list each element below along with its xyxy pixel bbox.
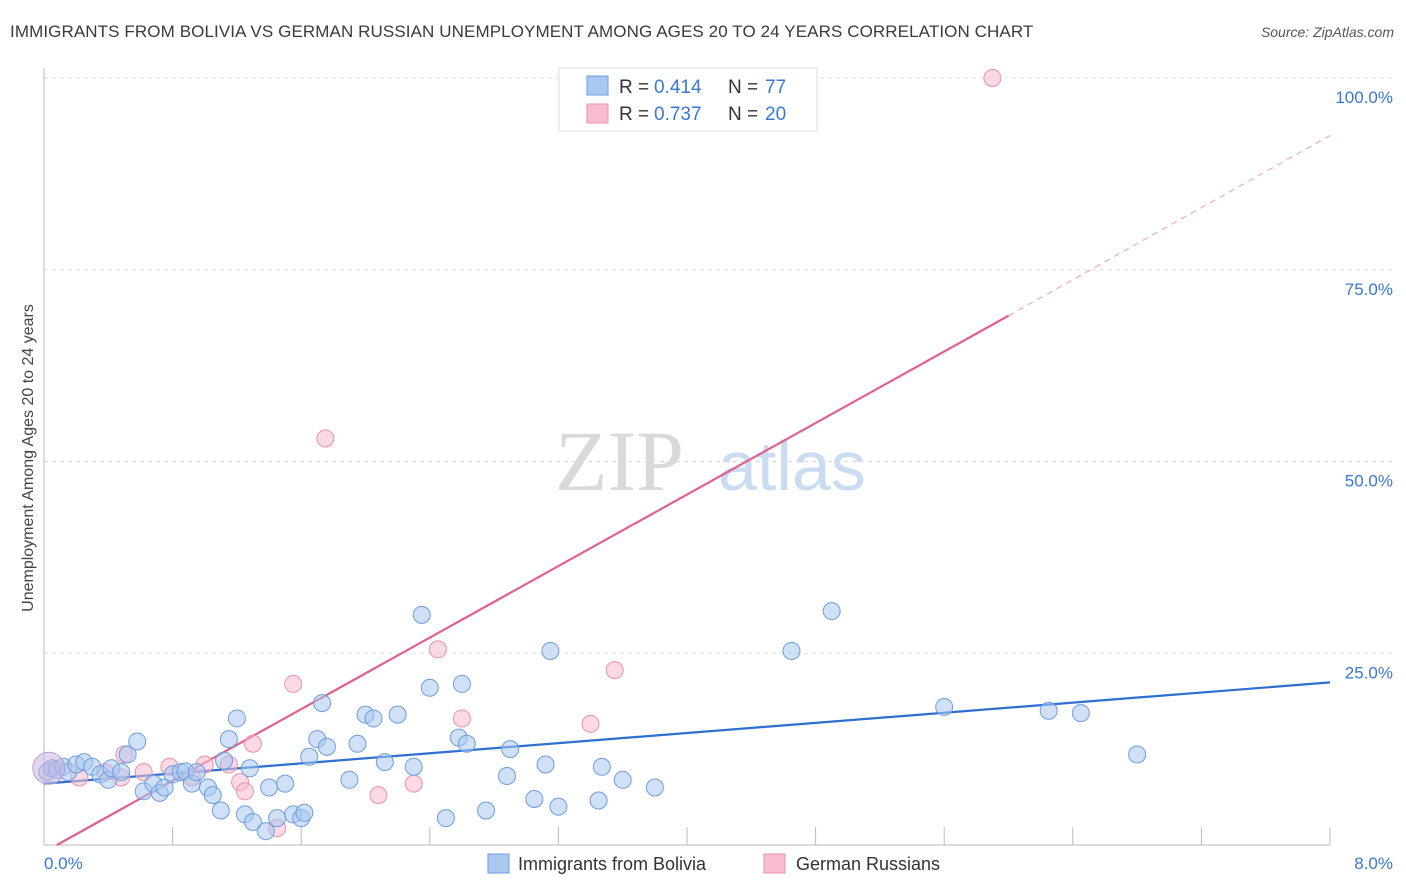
bottom-legend-label: Immigrants from Bolivia bbox=[518, 854, 707, 874]
bolivia-point bbox=[268, 809, 287, 828]
bolivia-point bbox=[227, 709, 246, 728]
legend-pink-swatch bbox=[586, 103, 609, 124]
bolivia-point bbox=[592, 757, 611, 776]
bolivia-point bbox=[477, 801, 496, 820]
bolivia-point bbox=[211, 801, 230, 820]
bolivia-point bbox=[128, 732, 147, 751]
bolivia-point bbox=[549, 797, 568, 816]
german-russian-point bbox=[452, 709, 471, 728]
y-tick-label: 75.0% bbox=[1345, 280, 1393, 299]
german-russian-point bbox=[983, 69, 1002, 87]
bolivia-point bbox=[215, 751, 234, 770]
bottom-legend-pink-swatch bbox=[763, 853, 786, 874]
legend-n-label: N = bbox=[728, 104, 758, 125]
legend-r-value: 0.737 bbox=[654, 104, 702, 125]
german-russian-point bbox=[428, 640, 447, 659]
legend-n-value: 20 bbox=[765, 104, 786, 125]
german-russian-point bbox=[316, 429, 335, 448]
bolivia-point bbox=[340, 770, 359, 789]
bolivia-point bbox=[155, 778, 174, 797]
legend-n-value: 77 bbox=[765, 77, 786, 98]
german-russian-point bbox=[235, 782, 254, 801]
overlap-cluster-point bbox=[32, 751, 66, 785]
chart-title: IMMIGRANTS FROM BOLIVIA VS GERMAN RUSSIA… bbox=[10, 22, 1034, 41]
bolivia-point bbox=[317, 737, 336, 756]
bolivia-point bbox=[452, 674, 471, 693]
bolivia-point bbox=[525, 789, 544, 808]
bolivia-point bbox=[187, 763, 206, 782]
bolivia-point bbox=[375, 753, 394, 772]
x-tick-label-max: 8.0% bbox=[1354, 854, 1393, 873]
legend-box: R = 0.414 N = 77 R = 0.737 N = 20 bbox=[558, 67, 818, 132]
bolivia-point bbox=[203, 786, 222, 805]
y-tick-label: 100.0% bbox=[1335, 88, 1393, 107]
data-points bbox=[32, 69, 1147, 841]
legend-r-label: R = bbox=[619, 104, 649, 125]
german-russian-point bbox=[369, 786, 388, 805]
bolivia-point bbox=[436, 809, 455, 828]
bolivia-point bbox=[497, 766, 516, 785]
german-russian-point bbox=[134, 763, 153, 782]
bolivia-point bbox=[243, 812, 262, 831]
legend-n-label: N = bbox=[728, 77, 758, 98]
german-russian-point bbox=[243, 734, 262, 753]
bolivia-point bbox=[782, 641, 801, 660]
bolivia-point bbox=[1039, 701, 1058, 720]
bolivia-point bbox=[295, 803, 314, 822]
bolivia-point bbox=[276, 774, 295, 793]
grid-lines bbox=[44, 77, 1393, 654]
bolivia-point bbox=[260, 778, 279, 797]
bolivia-point bbox=[541, 641, 560, 660]
bolivia-point bbox=[536, 755, 555, 774]
bolivia-point bbox=[589, 791, 608, 810]
bolivia-point bbox=[313, 694, 332, 713]
bolivia-point bbox=[1071, 704, 1090, 723]
bottom-legend-blue-swatch bbox=[487, 853, 510, 874]
bottom-legend: Immigrants from Bolivia German Russians bbox=[487, 853, 940, 874]
german-russian-point bbox=[605, 661, 624, 680]
bolivia-point bbox=[412, 605, 431, 624]
bolivia-point bbox=[501, 740, 520, 759]
bolivia-point bbox=[348, 734, 367, 753]
german-russian-trend-line bbox=[56, 314, 1010, 846]
bolivia-point bbox=[935, 697, 954, 716]
german-russian-point bbox=[404, 774, 423, 793]
german-russian-point bbox=[581, 714, 600, 733]
bolivia-point bbox=[364, 709, 383, 728]
bolivia-point bbox=[118, 745, 137, 764]
bottom-legend-label: German Russians bbox=[796, 854, 940, 874]
bolivia-point bbox=[112, 763, 131, 782]
bolivia-point bbox=[388, 705, 407, 724]
bolivia-point bbox=[645, 778, 664, 797]
x-tick-label-min: 0.0% bbox=[44, 854, 83, 873]
legend-r-value: 0.414 bbox=[654, 77, 702, 98]
y-axis-label: Unemployment Among Ages 20 to 24 years bbox=[20, 304, 37, 612]
bolivia-point bbox=[256, 822, 275, 841]
bolivia-point bbox=[219, 730, 238, 749]
axes bbox=[43, 68, 1331, 846]
bolivia-point bbox=[420, 678, 439, 697]
watermark-atlas: atlas bbox=[718, 427, 866, 505]
y-tick-label: 25.0% bbox=[1345, 663, 1393, 682]
bolivia-point bbox=[240, 759, 259, 778]
legend-blue-swatch bbox=[586, 75, 609, 96]
german-russian-point bbox=[284, 674, 303, 693]
legend-r-label: R = bbox=[619, 77, 649, 98]
y-tick-label: 50.0% bbox=[1345, 472, 1393, 491]
bolivia-point bbox=[457, 734, 476, 753]
bolivia-point bbox=[404, 757, 423, 776]
y-tick-labels: 25.0% 50.0% 75.0% 100.0% bbox=[1335, 88, 1393, 682]
bolivia-point bbox=[300, 747, 319, 766]
source-label: Source: ZipAtlas.com bbox=[1260, 24, 1394, 40]
bolivia-point bbox=[822, 602, 841, 621]
german-russian-trend-extension bbox=[1008, 135, 1331, 317]
bolivia-point bbox=[1128, 745, 1147, 764]
bolivia-point bbox=[613, 770, 632, 789]
